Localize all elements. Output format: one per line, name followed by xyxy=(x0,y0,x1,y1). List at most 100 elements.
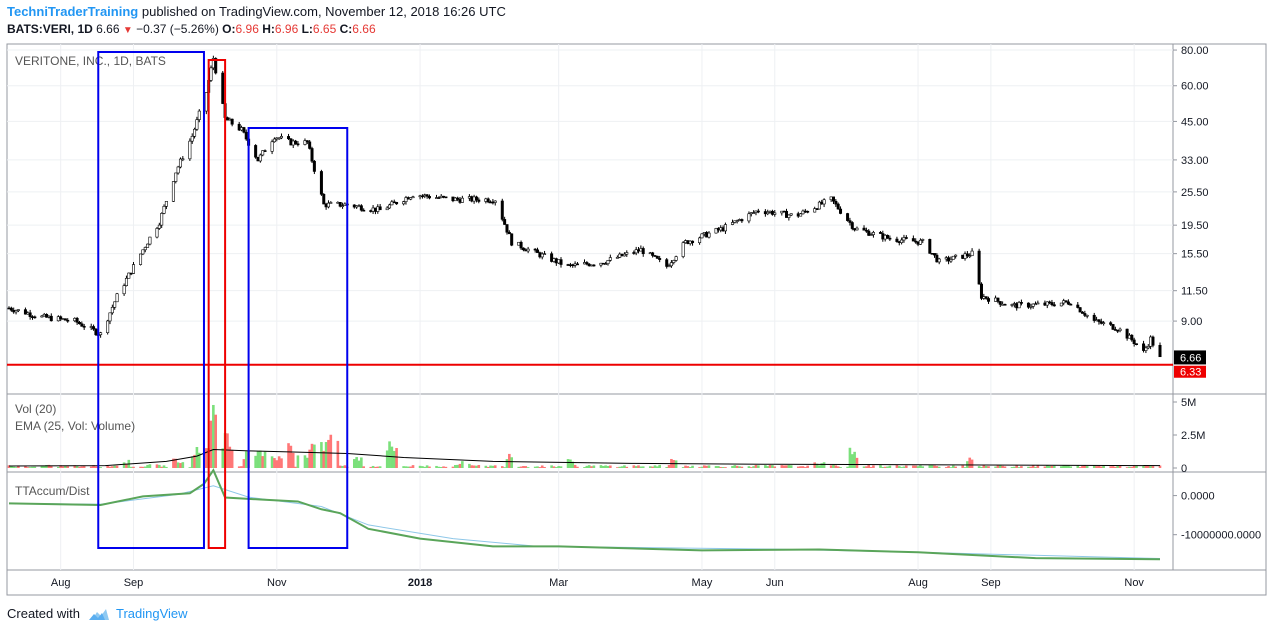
candle-down xyxy=(362,209,366,212)
volume-bar xyxy=(1116,466,1120,468)
volume-bar xyxy=(620,466,624,468)
volume-bar xyxy=(618,466,622,468)
volume-bar xyxy=(834,465,838,468)
candle-up xyxy=(582,262,586,265)
volume-bar xyxy=(550,465,553,468)
candle-down xyxy=(1019,302,1023,304)
candle-up xyxy=(146,243,150,248)
volume-bar xyxy=(477,465,481,468)
volume-bar xyxy=(573,464,577,468)
candle-down xyxy=(756,210,760,213)
candle-down xyxy=(998,301,1002,305)
candle-down xyxy=(538,252,542,258)
tradingview-link[interactable]: TradingView xyxy=(88,606,188,621)
candle-up xyxy=(376,206,380,212)
volume-bar xyxy=(839,467,842,468)
candle-up xyxy=(326,202,330,208)
volume-bar xyxy=(402,466,405,468)
candle-down xyxy=(587,263,591,267)
candle-down xyxy=(815,208,819,210)
volume-bar xyxy=(719,466,723,468)
candle-up xyxy=(1029,306,1033,308)
volume-bar xyxy=(768,464,772,468)
last-price-box xyxy=(1174,350,1206,365)
candle-up xyxy=(648,252,652,255)
candle-down xyxy=(237,123,241,131)
volume-bar xyxy=(308,449,311,468)
candle-down xyxy=(987,298,991,302)
volume-bar xyxy=(1034,466,1037,468)
candle-up xyxy=(385,207,389,211)
candle-up xyxy=(291,140,295,146)
down-arrow-icon: ▼ xyxy=(122,25,133,36)
candle-up xyxy=(1146,346,1150,349)
candle-down xyxy=(996,297,1000,302)
candle-down xyxy=(935,254,939,263)
volume-bar xyxy=(355,457,358,468)
volume-bar xyxy=(237,466,241,468)
volume-bar xyxy=(987,466,990,468)
volume-bar xyxy=(789,465,793,468)
volume-bar xyxy=(961,465,964,468)
volume-bar xyxy=(421,466,424,468)
candle-down xyxy=(23,309,27,315)
chart-frame xyxy=(6,43,1267,596)
candle-down xyxy=(1083,313,1087,316)
vol-pane-subtitle: EMA (25, Vol: Volume) xyxy=(15,419,135,433)
volume-bar xyxy=(193,454,196,468)
volume-bar xyxy=(665,467,669,468)
candle-down xyxy=(214,58,218,74)
volume-bar xyxy=(740,466,744,468)
volume-bar xyxy=(40,465,44,468)
candle-down xyxy=(585,262,589,265)
volume-bar xyxy=(212,404,215,468)
volume-bar xyxy=(601,465,605,468)
volume-bar xyxy=(214,414,218,468)
volume-bar xyxy=(444,466,448,468)
candle-down xyxy=(1078,307,1082,313)
candle-up xyxy=(937,258,941,263)
volume-bar xyxy=(66,466,70,468)
accum-pane-title: TTAccum/Dist xyxy=(15,484,90,498)
candle-up xyxy=(277,137,281,140)
candle-down xyxy=(1064,300,1068,303)
candle-up xyxy=(176,166,180,174)
x-tick-label: Mar xyxy=(549,577,568,589)
volume-bar xyxy=(1151,466,1155,468)
candle-down xyxy=(500,200,504,220)
volume-bar xyxy=(437,466,441,468)
volume-bar xyxy=(559,466,563,468)
candle-up xyxy=(698,237,702,244)
footer: Created with TradingView xyxy=(7,606,188,621)
volume-bar xyxy=(900,467,903,468)
candle-up xyxy=(402,201,406,205)
author-link[interactable]: TechniTraderTraining xyxy=(7,4,139,19)
candle-up xyxy=(954,254,958,257)
candle-up xyxy=(423,194,427,197)
candle-down xyxy=(59,316,63,320)
candle-up xyxy=(1062,300,1066,304)
volume-bar xyxy=(287,443,290,468)
candle-down xyxy=(796,213,800,217)
candle-up xyxy=(388,204,392,209)
volume-bar xyxy=(994,466,997,468)
volume-bar xyxy=(782,465,786,468)
volume-bar xyxy=(850,454,854,468)
candle-down xyxy=(1151,336,1155,346)
volume-bar xyxy=(787,465,791,468)
candle-down xyxy=(536,249,540,253)
volume-bar xyxy=(1109,466,1112,468)
low-label: L: xyxy=(301,22,313,36)
candle-down xyxy=(263,150,267,152)
candle-up xyxy=(813,208,817,213)
volume-bar xyxy=(57,466,60,468)
candle-down xyxy=(254,145,258,158)
volume-bar xyxy=(717,466,720,468)
candle-up xyxy=(106,320,110,333)
y-tick-label: 11.50 xyxy=(1181,286,1208,298)
volume-bar xyxy=(129,466,133,468)
candle-down xyxy=(129,272,133,275)
volume-bar xyxy=(254,455,257,468)
volume-bar xyxy=(256,451,260,468)
